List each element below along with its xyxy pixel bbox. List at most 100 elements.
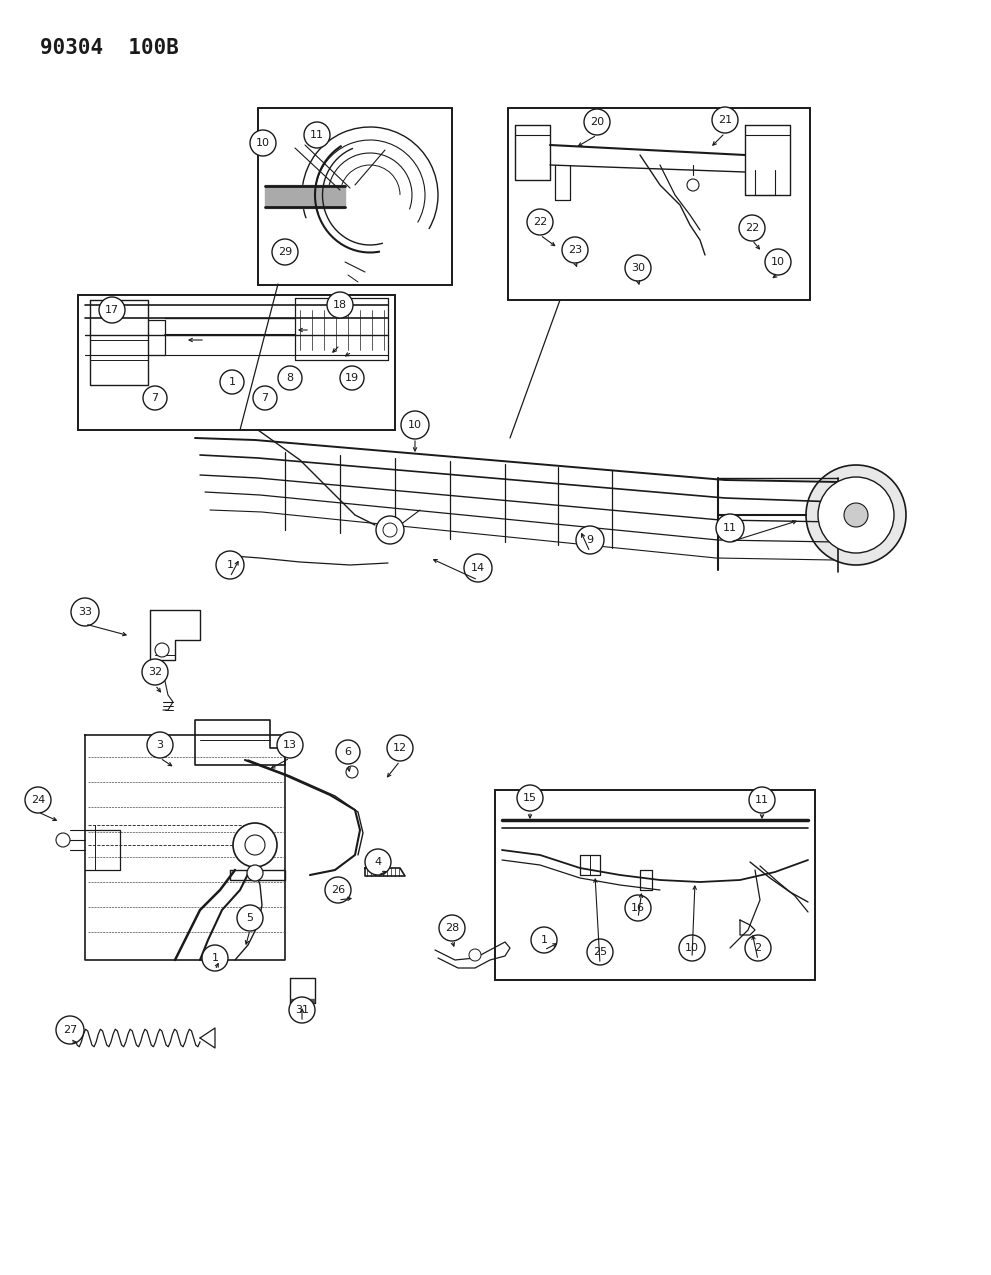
Text: 9: 9 bbox=[587, 536, 594, 544]
Text: 10: 10 bbox=[771, 258, 785, 266]
Circle shape bbox=[143, 386, 167, 411]
Text: 10: 10 bbox=[408, 419, 422, 430]
Circle shape bbox=[56, 1016, 84, 1044]
Circle shape bbox=[272, 238, 298, 265]
Text: 24: 24 bbox=[31, 796, 46, 805]
Text: 1: 1 bbox=[540, 935, 547, 945]
Circle shape bbox=[818, 477, 894, 553]
Circle shape bbox=[716, 514, 744, 542]
Circle shape bbox=[56, 833, 70, 847]
Bar bbox=[495, 790, 815, 980]
Circle shape bbox=[625, 895, 651, 921]
Bar bbox=[508, 108, 810, 300]
Circle shape bbox=[587, 938, 613, 965]
Circle shape bbox=[277, 732, 303, 759]
Circle shape bbox=[365, 849, 391, 875]
Text: 30: 30 bbox=[631, 263, 645, 273]
Circle shape bbox=[625, 255, 651, 280]
Text: 14: 14 bbox=[471, 564, 485, 572]
Circle shape bbox=[464, 555, 492, 581]
Text: 11: 11 bbox=[755, 796, 769, 805]
Circle shape bbox=[584, 108, 610, 135]
Text: 25: 25 bbox=[593, 947, 607, 958]
Text: 33: 33 bbox=[78, 607, 92, 617]
Circle shape bbox=[576, 527, 604, 555]
Text: 2: 2 bbox=[754, 944, 761, 952]
Circle shape bbox=[376, 516, 404, 544]
Text: 4: 4 bbox=[375, 857, 382, 867]
Text: 7: 7 bbox=[262, 393, 269, 403]
Circle shape bbox=[340, 366, 364, 390]
Circle shape bbox=[237, 905, 263, 931]
Circle shape bbox=[202, 945, 228, 972]
Circle shape bbox=[844, 504, 868, 527]
Text: 26: 26 bbox=[331, 885, 345, 895]
Circle shape bbox=[325, 877, 351, 903]
Circle shape bbox=[687, 179, 699, 191]
Circle shape bbox=[99, 297, 125, 323]
Text: 20: 20 bbox=[590, 117, 605, 128]
Text: 15: 15 bbox=[523, 793, 537, 803]
Bar bbox=[258, 108, 452, 286]
Circle shape bbox=[233, 822, 277, 867]
Circle shape bbox=[469, 949, 481, 961]
Circle shape bbox=[247, 864, 263, 881]
Text: 16: 16 bbox=[631, 903, 645, 913]
Circle shape bbox=[531, 927, 557, 952]
Circle shape bbox=[216, 551, 244, 579]
Circle shape bbox=[562, 237, 588, 263]
Circle shape bbox=[517, 785, 543, 811]
Circle shape bbox=[679, 935, 705, 961]
Text: 10: 10 bbox=[256, 138, 270, 148]
Text: 19: 19 bbox=[345, 374, 359, 382]
Text: 32: 32 bbox=[148, 667, 163, 677]
Circle shape bbox=[250, 130, 276, 156]
Text: 21: 21 bbox=[717, 115, 732, 125]
Circle shape bbox=[220, 370, 244, 394]
Circle shape bbox=[387, 734, 413, 761]
Text: 22: 22 bbox=[533, 217, 547, 227]
Circle shape bbox=[304, 122, 330, 148]
Circle shape bbox=[739, 215, 765, 241]
Text: 5: 5 bbox=[247, 913, 254, 923]
Circle shape bbox=[765, 249, 791, 275]
Text: 17: 17 bbox=[105, 305, 119, 315]
Text: 27: 27 bbox=[62, 1025, 77, 1035]
Text: 6: 6 bbox=[345, 747, 352, 757]
Circle shape bbox=[278, 366, 302, 390]
Circle shape bbox=[745, 935, 771, 961]
Text: 10: 10 bbox=[685, 944, 699, 952]
Text: 23: 23 bbox=[568, 245, 582, 255]
Text: 3: 3 bbox=[157, 740, 164, 750]
Text: 8: 8 bbox=[286, 374, 293, 382]
Circle shape bbox=[253, 386, 277, 411]
Text: 12: 12 bbox=[393, 743, 407, 754]
Circle shape bbox=[749, 787, 775, 813]
Circle shape bbox=[147, 732, 173, 759]
Circle shape bbox=[346, 766, 358, 778]
Circle shape bbox=[806, 465, 906, 565]
Circle shape bbox=[71, 598, 99, 626]
Circle shape bbox=[25, 787, 51, 813]
Circle shape bbox=[712, 107, 738, 133]
Text: 1: 1 bbox=[227, 560, 234, 570]
Text: 18: 18 bbox=[333, 300, 347, 310]
Circle shape bbox=[336, 740, 360, 764]
Circle shape bbox=[401, 411, 429, 439]
Text: 11: 11 bbox=[310, 130, 324, 140]
Text: 7: 7 bbox=[152, 393, 159, 403]
Text: 13: 13 bbox=[283, 740, 297, 750]
Text: 28: 28 bbox=[445, 923, 459, 933]
Text: 1: 1 bbox=[229, 377, 236, 388]
Circle shape bbox=[155, 643, 169, 657]
Text: 22: 22 bbox=[745, 223, 759, 233]
Circle shape bbox=[289, 997, 315, 1023]
Circle shape bbox=[327, 292, 353, 317]
Text: 29: 29 bbox=[277, 247, 292, 258]
Text: 90304  100B: 90304 100B bbox=[40, 38, 178, 57]
Text: 31: 31 bbox=[295, 1005, 309, 1015]
Circle shape bbox=[527, 209, 553, 235]
Text: 1: 1 bbox=[211, 952, 218, 963]
Bar bbox=[78, 295, 395, 430]
Circle shape bbox=[142, 659, 168, 685]
